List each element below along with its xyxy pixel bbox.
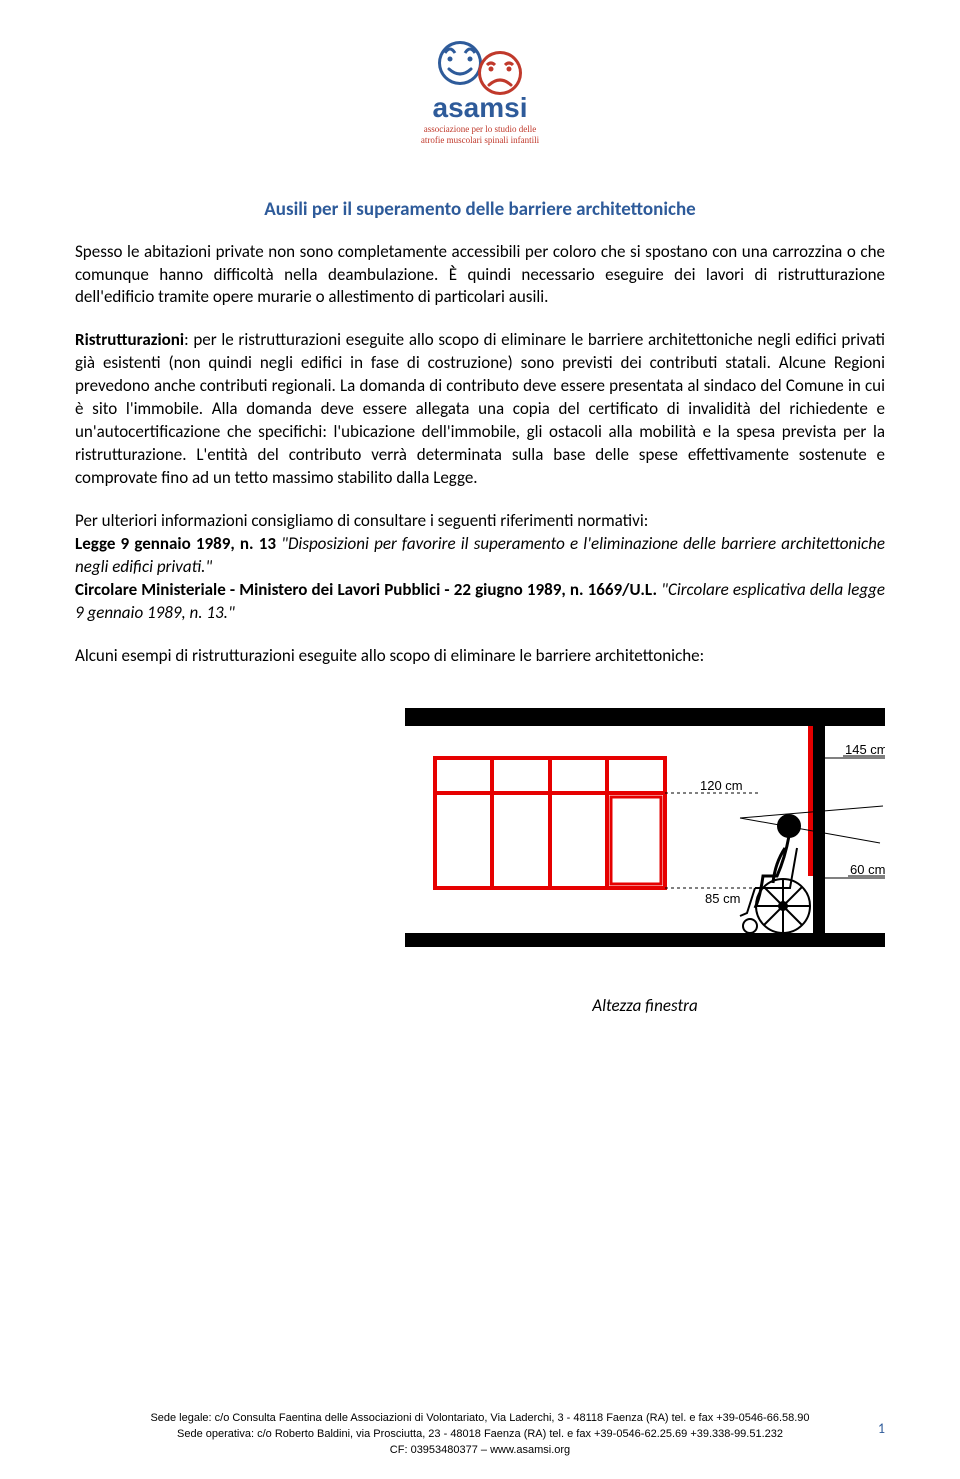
ref2-law: Circolare Ministeriale - Ministero dei L… <box>75 579 657 600</box>
ristrutturazioni-label: Ristrutturazioni <box>75 329 184 350</box>
footer-line-2: Sede operativa: c/o Roberto Baldini, via… <box>75 1427 885 1442</box>
asamsi-logo: asamsi associazione per lo studio delle … <box>395 35 565 155</box>
footer: Sede legale: c/o Consulta Faentina delle… <box>0 1410 960 1459</box>
dim-120-label: 120 cm <box>700 778 743 793</box>
paragraph-ristrutturazioni: Ristrutturazioni: per le ristrutturazion… <box>75 329 885 490</box>
dim-60-label: 60 cm <box>850 862 885 877</box>
wheelchair-icon <box>740 815 810 933</box>
figure-window-height: 120 cm 85 cm 145 cm 60 cm <box>75 698 885 1018</box>
dim-145-label: 145 cm <box>845 742 885 757</box>
ristrutturazioni-text: : per le ristrutturazioni eseguite allo … <box>75 329 885 488</box>
reference-1: Legge 9 gennaio 1989, n. 13 "Disposizion… <box>75 533 885 579</box>
references-intro: Per ulteriori informazioni consigliamo d… <box>75 510 885 533</box>
svg-text:asamsi: asamsi <box>433 92 528 123</box>
footer-line-1: Sede legale: c/o Consulta Faentina delle… <box>75 1411 885 1426</box>
references-block: Per ulteriori informazioni consigliamo d… <box>75 510 885 625</box>
svg-text:atrofie muscolari spinali infa: atrofie muscolari spinali infantili <box>421 135 540 145</box>
paragraph-intro: Spesso le abitazioni private non sono co… <box>75 241 885 310</box>
ref1-law: Legge 9 gennaio 1989, n. 13 <box>75 533 276 554</box>
footer-line-3: CF: 03953480377 – www.asamsi.org <box>75 1443 885 1458</box>
paragraph-examples: Alcuni esempi di ristrutturazioni esegui… <box>75 645 885 668</box>
document-page: asamsi associazione per lo studio delle … <box>0 0 960 1479</box>
figure-caption: Altezza finestra <box>405 995 885 1018</box>
window-height-diagram: 120 cm 85 cm 145 cm 60 cm <box>405 698 885 978</box>
dim-85-label: 85 cm <box>705 891 740 906</box>
logo-header: asamsi associazione per lo studio delle … <box>75 35 885 162</box>
reference-2: Circolare Ministeriale - Ministero dei L… <box>75 579 885 625</box>
document-title: Ausili per il superamento delle barriere… <box>75 197 885 223</box>
svg-text:associazione per lo studio del: associazione per lo studio delle <box>424 124 536 134</box>
